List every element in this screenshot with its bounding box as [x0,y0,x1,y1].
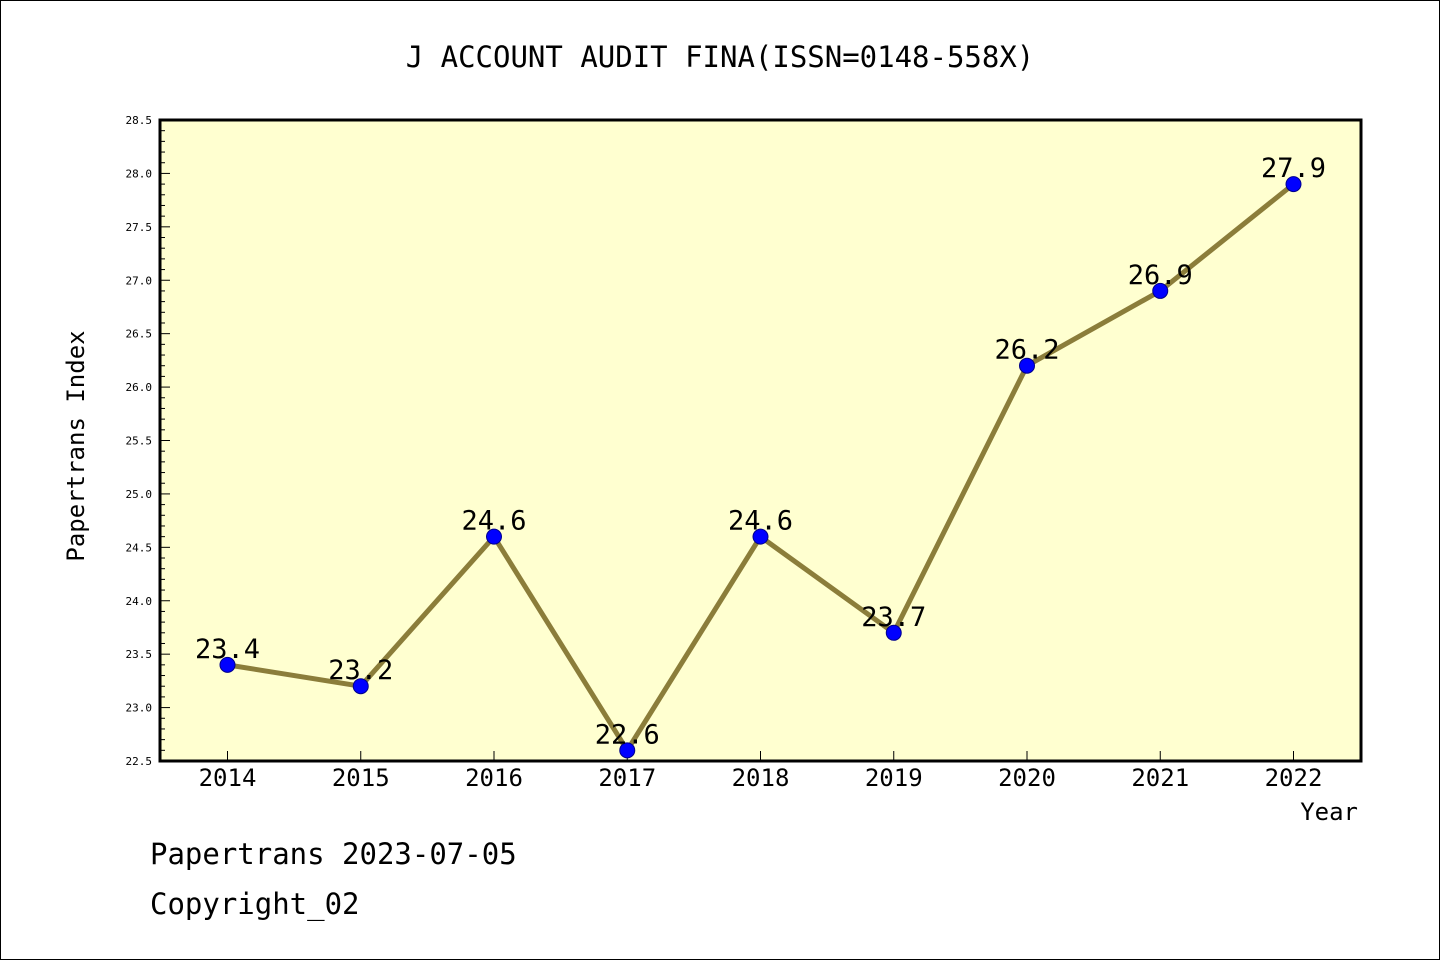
footer-date: Papertrans 2023-07-05 [150,837,517,871]
data-label: 27.9 [1261,153,1326,184]
x-tick-label: 2021 [1131,764,1189,792]
y-tick-label: 28.5 [126,114,153,127]
x-axis-ticks: 2014 2015 2016 2017 2018 2019 2020 2021 2022 [199,751,1323,792]
y-tick-label: 26.0 [126,381,153,394]
x-tick-label: 2016 [465,764,523,792]
y-tick-label: 25.5 [126,435,153,448]
series-group [219,176,1302,759]
data-point [885,624,902,641]
y-axis-ticks: 22.5 23.0 23.5 24.0 24.5 25.0 25.5 26.0 26.5 27.0… [126,114,170,768]
y-tick-label: 23.0 [126,702,153,715]
data-point [752,528,769,545]
plot-area [158,118,1363,763]
data-labels-group: 23.4 23.2 24.6 22.6 24.6 23.7 26.2 26.9 27.9 [195,153,1326,750]
y-tick-label: 24.0 [126,595,153,608]
data-point [1019,357,1035,374]
y-tick-label: 22.5 [126,755,153,768]
data-label: 23.2 [328,655,393,686]
data-point [1285,176,1302,193]
x-tick-label: 2017 [598,764,656,792]
y-tick-label: 28.0 [126,167,153,180]
data-point [619,742,636,759]
data-label: 24.6 [461,506,526,537]
y-tick-label: 27.0 [126,274,153,287]
data-label: 24.6 [728,506,793,537]
data-label: 26.2 [994,335,1059,366]
data-point [352,678,369,695]
x-tick-label: 2020 [998,764,1056,792]
data-label: 23.4 [195,634,260,665]
y-tick-label: 24.5 [126,541,153,554]
x-tick-label: 2014 [199,764,257,792]
x-axis-title: Year [1300,798,1358,826]
y-tick-label: 26.5 [126,328,153,341]
y-tick-label: 27.5 [126,221,153,234]
data-point [486,528,502,545]
data-label: 22.6 [595,719,660,750]
footer-copyright: Copyright_02 [150,887,360,922]
y-axis-title: Papertrans Index [62,330,90,561]
chart-title: J ACCOUNT AUDIT FINA(ISSN=0148-558X) [406,40,1035,74]
data-label: 23.7 [861,602,926,633]
y-tick-label: 23.5 [126,648,153,661]
x-tick-label: 2019 [865,764,923,792]
x-tick-label: 2015 [332,764,390,792]
x-tick-label: 2018 [732,764,790,792]
data-point [219,656,236,673]
y-tick-label: 25.0 [126,488,153,501]
x-tick-label: 2022 [1265,764,1323,792]
data-point [1152,282,1169,299]
data-label: 26.9 [1128,260,1193,291]
